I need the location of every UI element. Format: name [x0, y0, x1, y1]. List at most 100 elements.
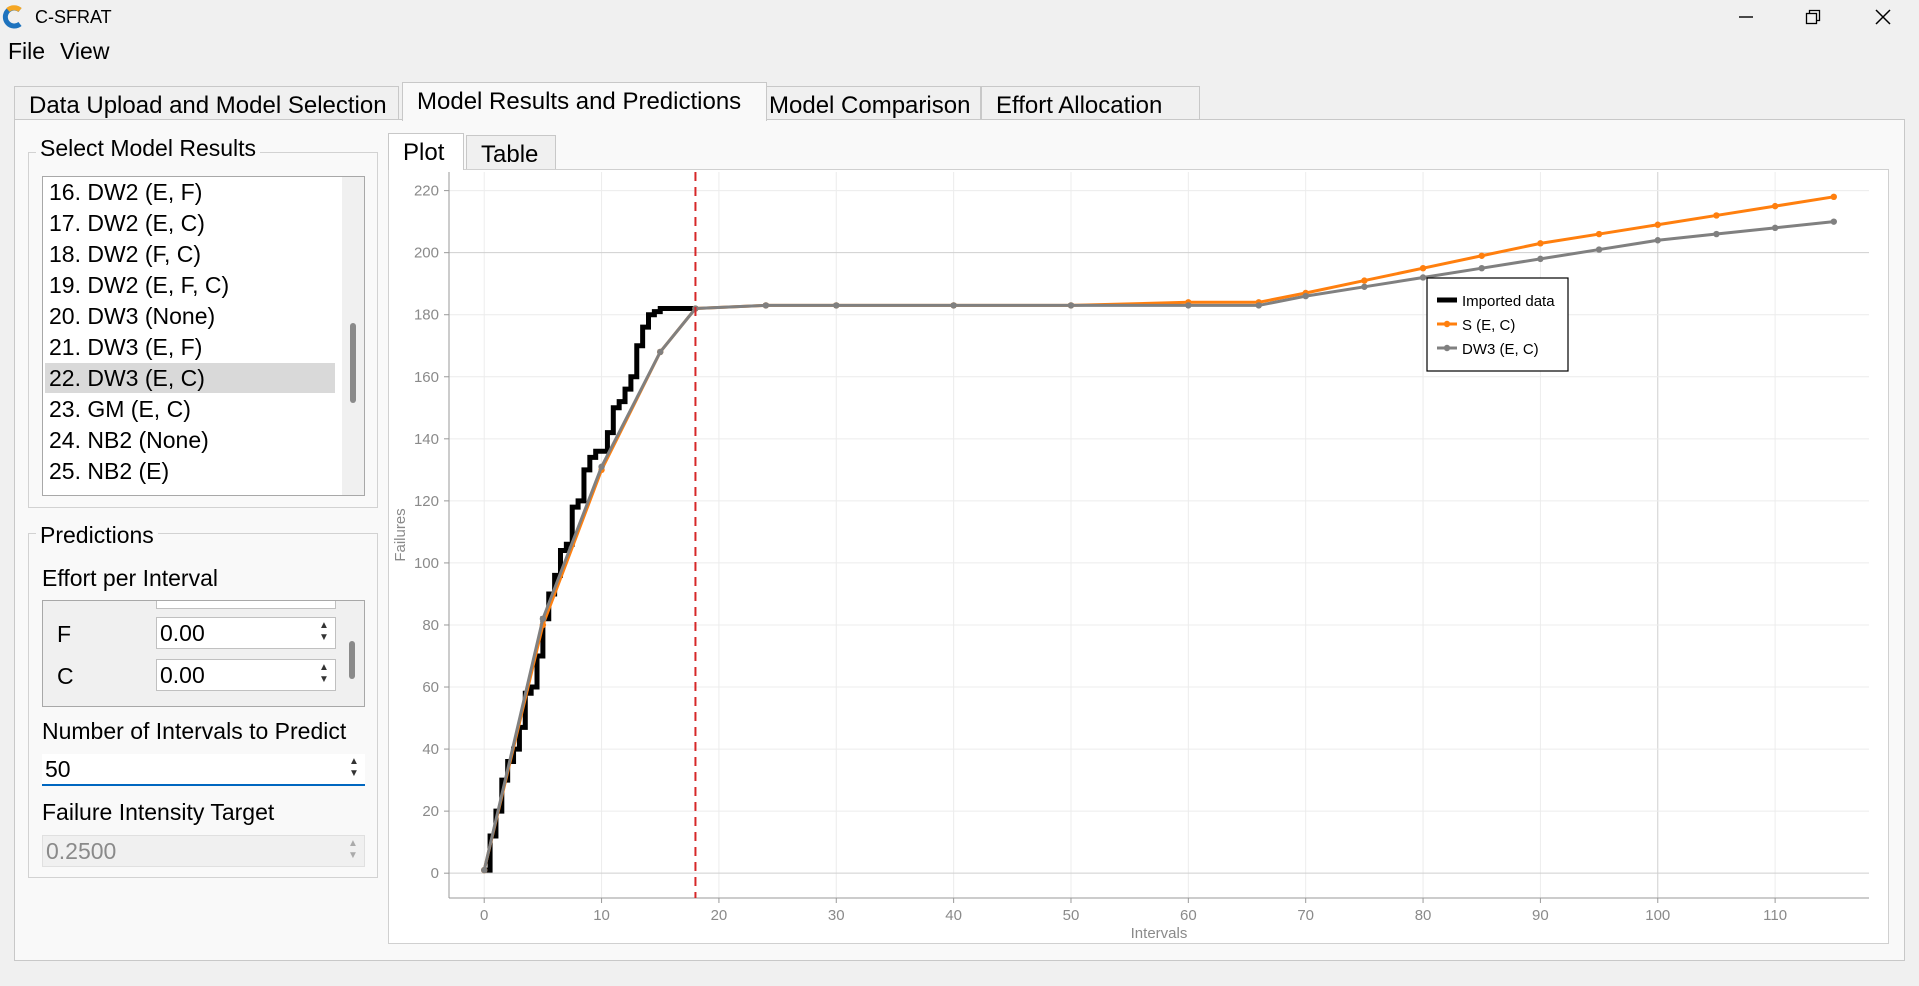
x-tick-label: 80 — [1415, 907, 1432, 924]
legend-label: S (E, C) — [1462, 317, 1515, 334]
data-point — [950, 302, 957, 309]
data-point — [1713, 212, 1720, 219]
x-tick-label: 0 — [480, 907, 488, 924]
x-tick-label: 10 — [593, 907, 610, 924]
data-point — [1361, 277, 1368, 284]
list-item[interactable]: 17. DW2 (E, C) — [49, 210, 205, 236]
effort-f-label: F — [57, 621, 72, 647]
effort-e-spinbox[interactable] — [156, 601, 336, 609]
intensity-value: 0.2500 — [46, 838, 117, 864]
x-tick-label: 90 — [1532, 907, 1549, 924]
tab-table[interactable]: Table — [466, 135, 556, 169]
menu-bar: File View — [0, 34, 1919, 70]
minimize-icon — [1739, 16, 1753, 18]
tab-model-comparison[interactable]: Model Comparison — [754, 86, 981, 120]
failures-chart[interactable]: 0 10 20 30 40 50 60 70 80 90 100 110 0 20 40 60 80 100 120… — [389, 170, 1888, 943]
data-point — [1419, 274, 1427, 281]
series-line-dw3-ec — [482, 220, 1834, 871]
data-point — [1595, 230, 1603, 238]
x-tick-label: 110 — [1763, 907, 1787, 924]
data-point — [1830, 193, 1837, 201]
spin-arrows-icon[interactable]: ▲ ▼ — [349, 756, 359, 779]
app-logo-icon — [2, 5, 22, 29]
tab-model-results[interactable]: Model Results and Predictions — [402, 82, 767, 121]
legend-marker — [1443, 320, 1451, 328]
list-item[interactable]: 20. DW3 (None) — [49, 303, 216, 329]
y-tick-label: 160 — [414, 369, 439, 386]
list-item[interactable]: 21. DW3 (E, F) — [49, 334, 203, 360]
intervals-spinbox[interactable]: 50 ▲ ▼ — [42, 754, 365, 786]
data-point — [1478, 264, 1485, 272]
title-bar: C-SFRAT — [0, 0, 1919, 34]
list-item[interactable]: 23. GM (E, C) — [49, 396, 191, 422]
window-title: C-SFRAT — [35, 7, 112, 27]
x-tick-label: 100 — [1645, 907, 1670, 924]
y-axis-label: Failures — [392, 508, 409, 561]
menu-file[interactable]: File — [8, 38, 46, 64]
spin-arrows-icon[interactable]: ▲ ▼ — [319, 620, 329, 643]
list-scrollbar[interactable] — [342, 177, 364, 495]
x-tick-label: 50 — [1063, 907, 1080, 924]
data-point — [598, 463, 605, 470]
legend-label: DW3 (E, C) — [1462, 341, 1539, 358]
intensity-spinbox[interactable]: 0.2500 ▲ ▼ — [42, 835, 365, 867]
data-point — [1478, 252, 1485, 259]
data-point — [1771, 202, 1779, 210]
x-tick-label: 60 — [1180, 907, 1197, 924]
y-tick-label: 120 — [414, 493, 439, 510]
data-point — [1595, 246, 1603, 253]
restore-button[interactable] — [1782, 0, 1844, 34]
y-tick-label: 200 — [414, 245, 439, 262]
y-tick-label: 140 — [414, 431, 439, 448]
x-axis-label: Intervals — [1131, 925, 1188, 942]
series-line-s-ec — [482, 195, 1835, 871]
model-results-list[interactable]: 16. DW2 (E, F) 17. DW2 (E, C) 18. DW2 (F… — [42, 176, 365, 496]
y-tick-label: 20 — [422, 803, 439, 820]
plot-area: 0 10 20 30 40 50 60 70 80 90 100 110 0 20 40 60 80 100 120… — [388, 169, 1889, 944]
list-item[interactable]: 24. NB2 (None) — [49, 427, 209, 453]
effort-scroll-area: F 0.00 ▲ ▼ C 0.00 ▲ ▼ — [42, 600, 365, 707]
intervals-label: Number of Intervals to Predict — [42, 718, 347, 744]
data-point — [539, 615, 547, 622]
data-point — [1185, 302, 1192, 309]
data-point — [1255, 302, 1262, 309]
spin-arrows-icon[interactable]: ▲ ▼ — [319, 662, 329, 685]
y-tick-label: 60 — [422, 679, 439, 696]
effort-c-spinbox[interactable]: 0.00 ▲ ▼ — [156, 659, 336, 691]
predictions-group — [28, 533, 378, 878]
tab-data-upload[interactable]: Data Upload and Model Selection — [14, 86, 399, 120]
data-point — [1713, 230, 1720, 238]
list-item[interactable]: 18. DW2 (F, C) — [49, 241, 202, 267]
predictions-title: Predictions — [36, 522, 158, 549]
legend-label: Imported data — [1462, 293, 1555, 310]
y-tick-label: 80 — [422, 617, 439, 634]
tab-effort-allocation[interactable]: Effort Allocation — [981, 86, 1200, 120]
minimize-button[interactable] — [1715, 0, 1777, 34]
y-tick-label: 0 — [431, 865, 439, 882]
effort-f-spinbox[interactable]: 0.00 ▲ ▼ — [156, 617, 336, 649]
y-tick-label: 220 — [414, 183, 439, 200]
data-point — [1302, 292, 1309, 300]
x-tick-label: 40 — [945, 907, 962, 924]
list-item[interactable]: 25. NB2 (E) — [49, 458, 170, 484]
restore-icon — [1805, 9, 1821, 25]
spin-arrows-icon: ▲ ▼ — [348, 838, 358, 861]
effort-scrollbar-thumb[interactable] — [349, 641, 355, 679]
data-point — [1830, 218, 1837, 225]
data-point — [481, 866, 488, 874]
data-point — [1654, 221, 1661, 228]
intensity-label: Failure Intensity Target — [42, 799, 275, 825]
menu-view[interactable]: View — [60, 38, 110, 64]
list-item-selected[interactable]: 22. DW3 (E, C) — [45, 363, 335, 393]
imported-data-line — [484, 306, 696, 873]
tab-plot[interactable]: Plot — [388, 133, 464, 170]
close-button[interactable] — [1852, 0, 1914, 34]
effort-c-value: 0.00 — [160, 662, 205, 688]
data-point — [833, 302, 840, 309]
data-point — [657, 348, 664, 356]
list-item[interactable]: 16. DW2 (E, F) — [49, 179, 203, 205]
list-item[interactable]: 19. DW2 (E, F, C) — [49, 272, 230, 298]
effort-f-value: 0.00 — [160, 620, 205, 646]
x-tick-label: 30 — [828, 907, 845, 924]
list-scrollbar-thumb[interactable] — [350, 323, 356, 403]
